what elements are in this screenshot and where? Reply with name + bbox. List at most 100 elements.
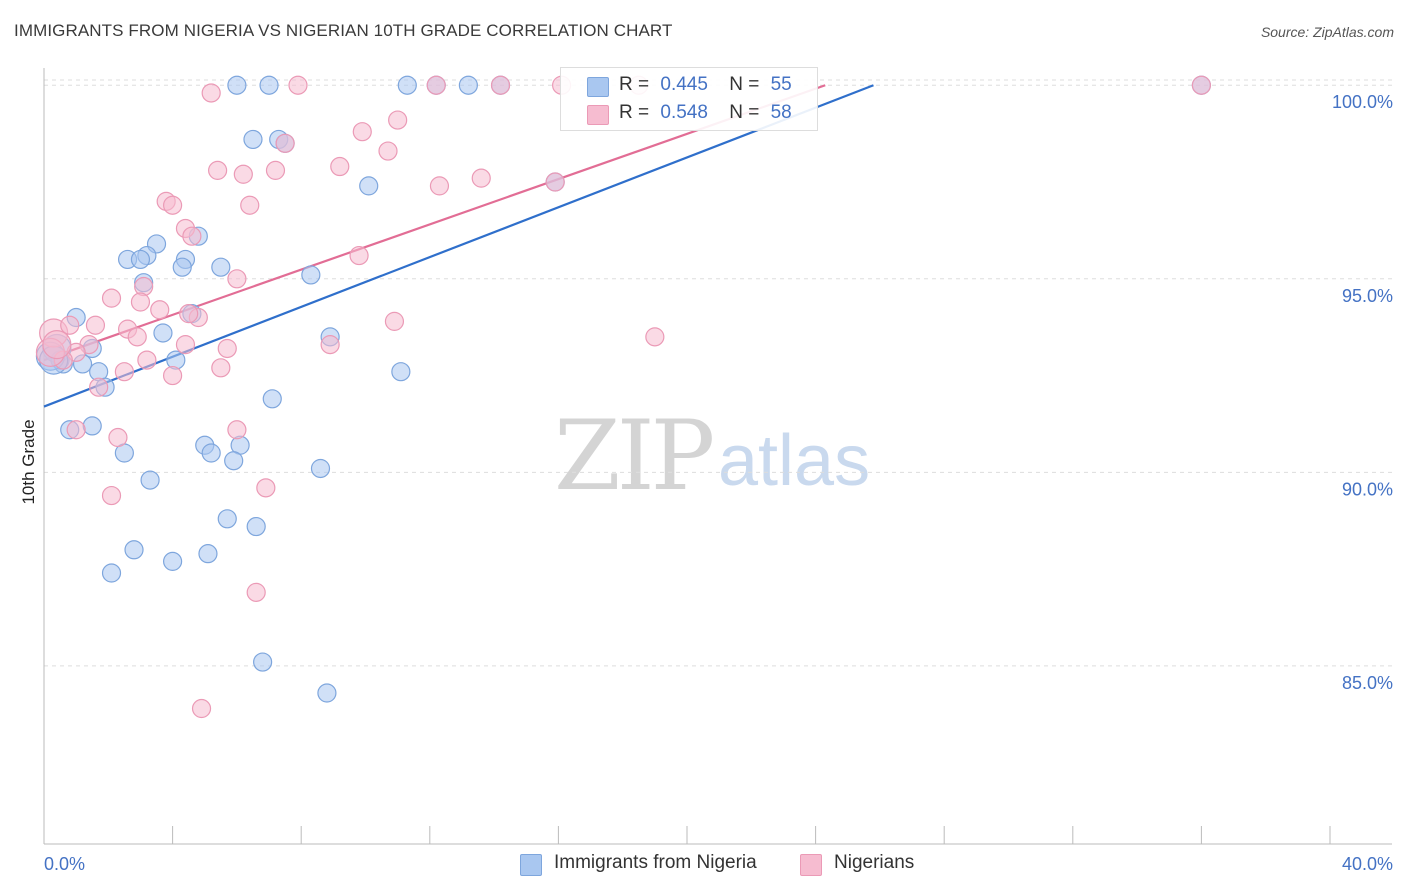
point-nigerians bbox=[265, 160, 286, 180]
point-nigerians bbox=[42, 330, 72, 360]
r-label: R = bbox=[619, 74, 650, 95]
data-points bbox=[35, 75, 1212, 719]
chart-title: IMMIGRANTS FROM NIGERIA VS NIGERIAN 10TH… bbox=[14, 21, 673, 40]
point-nigerians bbox=[645, 327, 665, 347]
point-nigeria bbox=[243, 129, 263, 150]
point-nigeria bbox=[163, 551, 183, 571]
point-nigerians bbox=[545, 172, 565, 192]
point-nigeria bbox=[217, 509, 237, 529]
point-nigerians bbox=[114, 362, 134, 382]
point-nigeria bbox=[211, 257, 231, 277]
point-nigeria bbox=[359, 176, 379, 196]
point-nigeria bbox=[130, 249, 151, 270]
point-nigerians bbox=[179, 304, 199, 324]
point-nigeria bbox=[224, 451, 244, 471]
point-nigerians bbox=[378, 141, 398, 161]
pink-swatch bbox=[800, 854, 822, 876]
watermark-atlas: atlas bbox=[718, 421, 871, 501]
point-nigeria bbox=[397, 75, 417, 95]
point-nigeria bbox=[166, 350, 186, 370]
point-nigerians bbox=[227, 269, 247, 289]
legend-label: Nigerians bbox=[834, 852, 915, 873]
point-nigeria bbox=[101, 563, 122, 583]
r-value: 0.548 bbox=[660, 102, 708, 123]
point-nigeria bbox=[458, 75, 478, 95]
point-nigeria bbox=[262, 389, 282, 409]
n-value: 58 bbox=[770, 102, 792, 123]
point-nigerians bbox=[150, 300, 170, 320]
point-nigerians bbox=[175, 335, 196, 355]
point-nigerians bbox=[246, 582, 266, 602]
point-nigerians bbox=[227, 420, 247, 440]
point-nigerians bbox=[349, 245, 369, 266]
point-nigerians bbox=[217, 338, 237, 359]
point-nigerians bbox=[384, 311, 405, 331]
point-nigerians bbox=[471, 168, 491, 188]
point-nigeria bbox=[201, 443, 221, 463]
x-tick-label-min: 0.0% bbox=[44, 854, 85, 874]
point-nigerians bbox=[240, 195, 260, 215]
point-nigeria bbox=[124, 540, 144, 560]
point-nigeria bbox=[153, 323, 173, 343]
point-nigeria bbox=[198, 544, 218, 564]
point-nigerians bbox=[191, 698, 212, 719]
point-nigerians bbox=[182, 226, 202, 246]
point-nigerians bbox=[163, 195, 183, 215]
point-nigerians bbox=[256, 478, 276, 498]
point-nigeria bbox=[253, 652, 273, 672]
point-nigerians bbox=[127, 327, 147, 347]
trend-line-nigerians bbox=[43, 84, 826, 362]
point-nigerians bbox=[134, 276, 154, 297]
y-tick-label: 90.0% bbox=[1342, 479, 1393, 499]
point-nigerians bbox=[320, 335, 340, 355]
r-label: R = bbox=[619, 102, 650, 123]
pink-swatch bbox=[587, 105, 609, 125]
point-nigerians bbox=[330, 156, 350, 177]
axes bbox=[43, 68, 1392, 845]
correlation-legend: R = 0.445 N = 55 R = 0.548 N = 58 bbox=[560, 67, 818, 131]
point-nigerians bbox=[490, 75, 511, 95]
point-nigerians bbox=[66, 420, 86, 440]
point-nigeria bbox=[259, 75, 279, 95]
point-nigerians bbox=[211, 358, 231, 378]
point-nigerians bbox=[201, 83, 221, 103]
y-tick-label: 85.0% bbox=[1342, 673, 1393, 693]
point-nigerians bbox=[163, 365, 183, 386]
watermark-zip: ZIP bbox=[554, 400, 715, 512]
point-nigerians bbox=[208, 160, 228, 180]
point-nigeria bbox=[317, 683, 337, 703]
blue-swatch bbox=[520, 854, 542, 876]
point-nigerians bbox=[275, 133, 295, 153]
point-nigeria bbox=[310, 458, 331, 479]
point-nigerians bbox=[101, 485, 122, 506]
point-nigeria bbox=[227, 75, 247, 95]
y-tick-label: 95.0% bbox=[1342, 286, 1393, 306]
point-nigerians bbox=[60, 315, 80, 335]
tick-labels: 85.0% 90.0% 95.0% 100.0% 0.0% 40.0% bbox=[44, 92, 1393, 874]
point-nigeria bbox=[140, 470, 160, 490]
x-tick-label-max: 40.0% bbox=[1342, 854, 1393, 874]
point-nigerians bbox=[85, 315, 106, 335]
point-nigerians bbox=[137, 350, 157, 370]
point-nigerians bbox=[1191, 75, 1212, 95]
point-nigeria bbox=[172, 257, 192, 277]
n-value: 55 bbox=[770, 74, 792, 95]
point-nigeria bbox=[82, 416, 102, 436]
point-nigerians bbox=[388, 110, 408, 130]
n-label: N = bbox=[729, 102, 760, 123]
point-nigerians bbox=[288, 75, 308, 95]
n-label: N = bbox=[729, 74, 760, 95]
point-nigerians bbox=[101, 288, 122, 308]
point-nigerians bbox=[429, 176, 450, 196]
source-label: Source: ZipAtlas.com bbox=[1260, 24, 1394, 40]
point-nigerians bbox=[89, 377, 109, 397]
r-value: 0.445 bbox=[660, 74, 708, 95]
y-tick-label: 100.0% bbox=[1332, 92, 1393, 112]
point-nigeria bbox=[301, 265, 321, 285]
point-nigerians bbox=[352, 122, 372, 142]
y-axis-label: 10th Grade bbox=[19, 419, 38, 504]
blue-swatch bbox=[587, 77, 609, 97]
point-nigeria bbox=[391, 362, 411, 382]
point-nigerians bbox=[426, 75, 446, 95]
